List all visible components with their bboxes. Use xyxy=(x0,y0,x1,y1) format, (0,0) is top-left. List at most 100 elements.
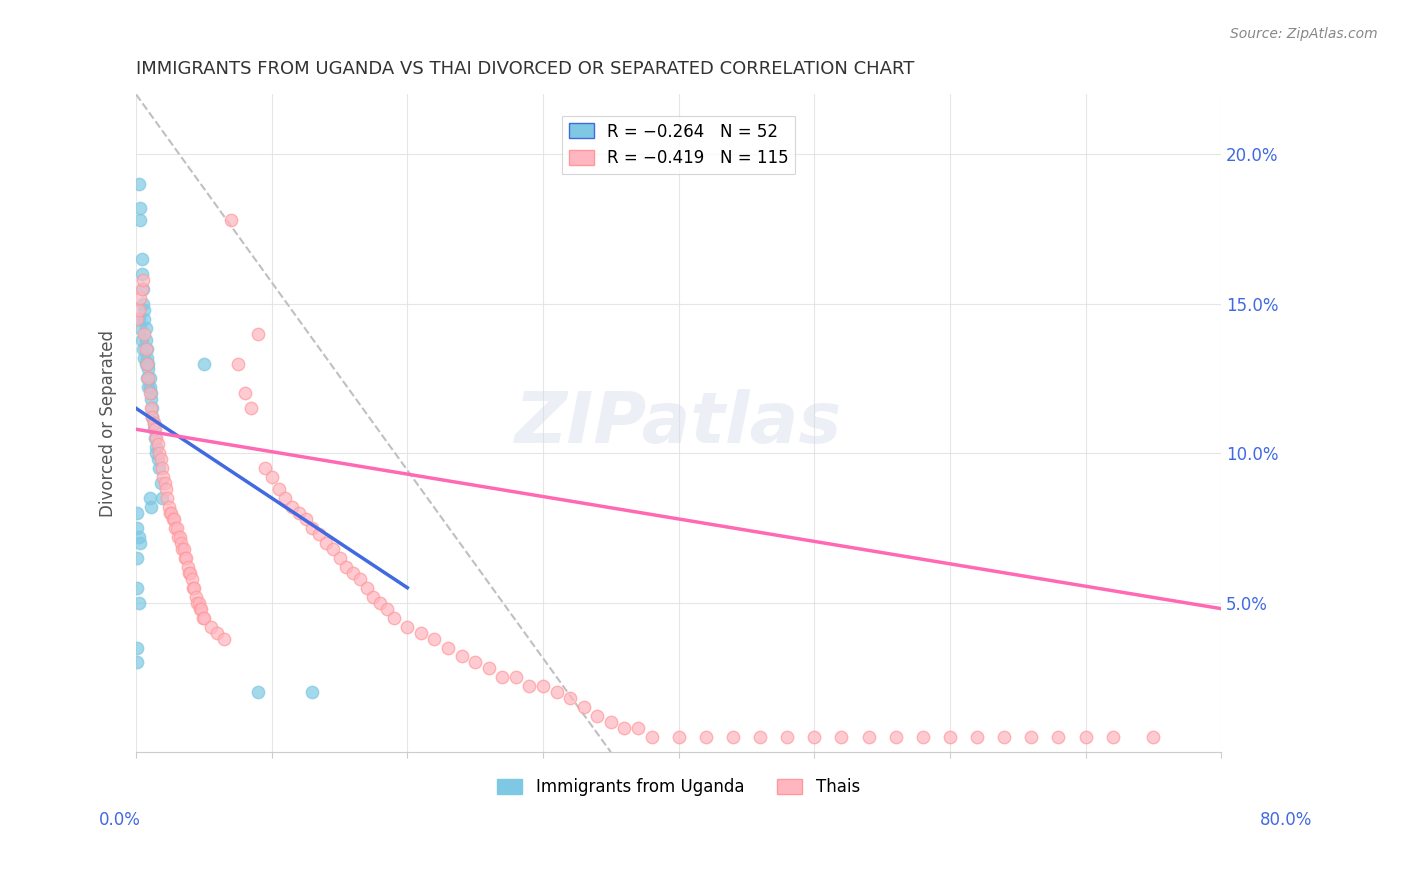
Point xyxy=(146,437,169,451)
Point xyxy=(159,506,181,520)
Point xyxy=(776,730,799,744)
Point xyxy=(127,521,149,535)
Point xyxy=(174,550,197,565)
Point xyxy=(308,527,330,541)
Point xyxy=(368,596,391,610)
Point xyxy=(830,730,852,744)
Point xyxy=(172,541,194,556)
Point xyxy=(136,342,159,356)
Point xyxy=(396,619,419,633)
Point xyxy=(315,536,337,550)
Point xyxy=(138,371,160,385)
Point xyxy=(134,311,156,326)
Point xyxy=(136,371,159,385)
Point xyxy=(127,656,149,670)
Point xyxy=(519,679,541,693)
Point xyxy=(145,440,167,454)
Point xyxy=(135,320,157,334)
Point xyxy=(153,476,176,491)
Point xyxy=(572,700,595,714)
Point xyxy=(135,357,157,371)
Point xyxy=(127,640,149,655)
Point xyxy=(131,252,153,266)
Point xyxy=(294,512,316,526)
Point xyxy=(150,461,173,475)
Point xyxy=(141,410,163,425)
Point xyxy=(173,541,195,556)
Point xyxy=(129,201,152,215)
Point xyxy=(128,311,150,326)
Point xyxy=(253,461,276,475)
Point xyxy=(613,721,636,735)
Point xyxy=(342,566,364,580)
Point xyxy=(695,730,717,744)
Point xyxy=(136,357,159,371)
Point xyxy=(166,521,188,535)
Point xyxy=(134,302,156,317)
Point xyxy=(169,530,191,544)
Point xyxy=(143,422,166,436)
Point xyxy=(136,357,159,371)
Point xyxy=(505,670,527,684)
Point xyxy=(301,685,323,699)
Point xyxy=(143,431,166,445)
Point xyxy=(281,500,304,514)
Point xyxy=(132,282,155,296)
Point xyxy=(179,566,201,580)
Point xyxy=(129,320,152,334)
Point xyxy=(200,619,222,633)
Point xyxy=(141,401,163,416)
Point xyxy=(247,326,270,341)
Point xyxy=(911,730,934,744)
Point xyxy=(188,601,211,615)
Point xyxy=(640,730,662,744)
Point xyxy=(1101,730,1123,744)
Point xyxy=(132,273,155,287)
Point xyxy=(155,482,177,496)
Point xyxy=(349,572,371,586)
Point xyxy=(138,491,160,505)
Point xyxy=(193,610,215,624)
Point xyxy=(136,351,159,365)
Point xyxy=(375,601,398,615)
Point xyxy=(423,632,446,646)
Point xyxy=(599,715,621,730)
Point xyxy=(134,351,156,365)
Point xyxy=(219,213,242,227)
Point xyxy=(157,500,180,514)
Point xyxy=(139,401,162,416)
Point xyxy=(627,721,650,735)
Point xyxy=(148,446,170,460)
Point xyxy=(993,730,1015,744)
Point xyxy=(382,610,405,624)
Point xyxy=(240,401,263,416)
Point xyxy=(491,670,513,684)
Point xyxy=(128,302,150,317)
Point xyxy=(586,709,609,723)
Point xyxy=(335,559,357,574)
Point xyxy=(146,452,169,467)
Point xyxy=(167,530,190,544)
Text: ZIPatlas: ZIPatlas xyxy=(515,389,842,458)
Point xyxy=(193,357,215,371)
Point xyxy=(267,482,290,496)
Point xyxy=(145,446,167,460)
Point xyxy=(142,417,165,431)
Point xyxy=(152,470,174,484)
Point xyxy=(226,357,249,371)
Point xyxy=(966,730,988,744)
Point xyxy=(148,461,170,475)
Point xyxy=(145,431,167,445)
Point xyxy=(139,386,162,401)
Point xyxy=(233,386,256,401)
Point xyxy=(558,691,581,706)
Point xyxy=(180,572,202,586)
Point xyxy=(884,730,907,744)
Point xyxy=(142,422,165,436)
Point xyxy=(131,267,153,281)
Point xyxy=(162,512,184,526)
Point xyxy=(214,632,236,646)
Point xyxy=(174,550,197,565)
Point xyxy=(135,342,157,356)
Point xyxy=(139,500,162,514)
